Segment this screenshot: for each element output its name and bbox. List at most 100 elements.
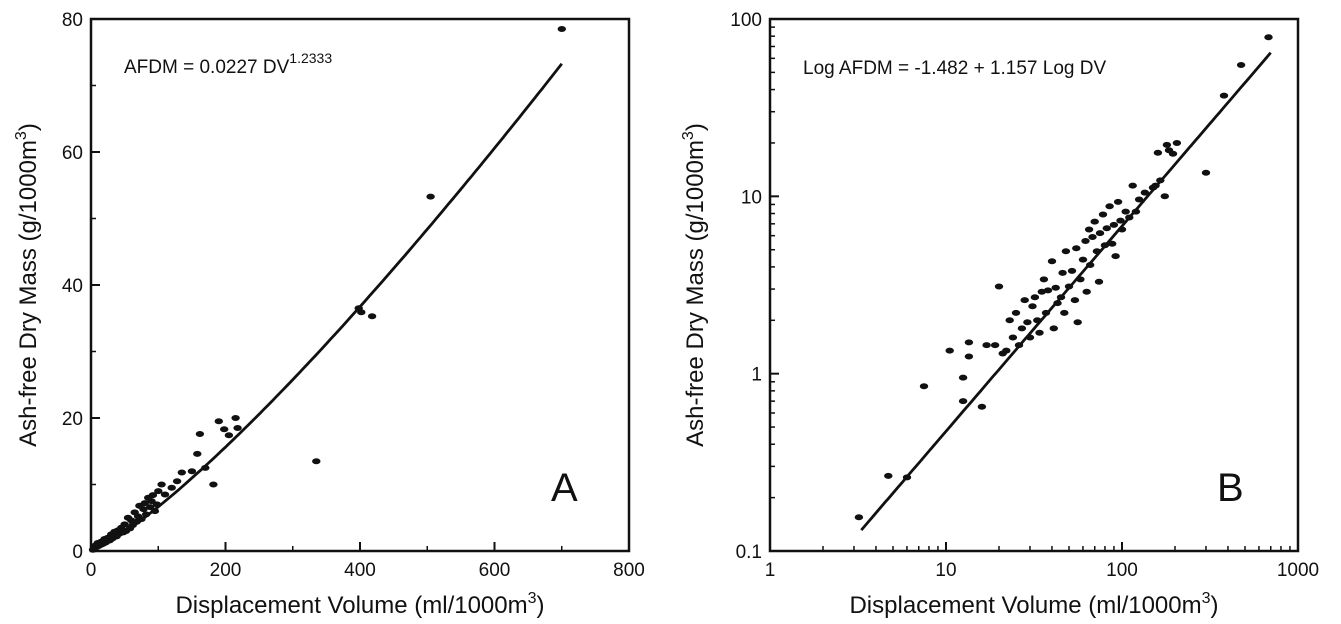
data-point bbox=[150, 508, 160, 515]
data-point bbox=[220, 426, 229, 433]
data-point bbox=[1073, 319, 1082, 326]
panel-a-equation-base: AFDM = 0.0227 DV bbox=[124, 57, 290, 78]
data-point bbox=[884, 472, 893, 479]
data-point bbox=[557, 26, 566, 32]
data-point bbox=[1109, 221, 1119, 228]
data-point bbox=[1140, 189, 1150, 196]
data-point bbox=[1072, 245, 1081, 252]
data-point bbox=[1002, 347, 1011, 354]
data-point bbox=[1172, 140, 1182, 146]
data-point bbox=[1017, 325, 1027, 332]
data-point bbox=[1094, 278, 1104, 285]
y-tick-label: 10 bbox=[741, 187, 762, 208]
data-point bbox=[1005, 317, 1014, 324]
data-point bbox=[1078, 256, 1088, 263]
x-tick-label: 200 bbox=[210, 560, 242, 581]
y-tick-label: 40 bbox=[62, 276, 83, 297]
data-point bbox=[1035, 329, 1044, 336]
x-tick-label: 0 bbox=[86, 560, 97, 581]
data-point bbox=[157, 481, 166, 488]
x-tick-label: 100 bbox=[1106, 560, 1138, 581]
data-point bbox=[1008, 334, 1018, 341]
panel-b-ticks bbox=[769, 18, 1299, 552]
data-point bbox=[1090, 218, 1099, 225]
data-point bbox=[135, 502, 144, 509]
data-point bbox=[1168, 150, 1178, 157]
data-point bbox=[187, 468, 197, 475]
data-point bbox=[1113, 198, 1123, 205]
data-point bbox=[1043, 287, 1053, 294]
panel-b-y-axis-title: Ash-free Dry Mass (g/1000m3) bbox=[680, 123, 709, 447]
data-point bbox=[1128, 182, 1137, 189]
y-tick-label: 0.1 bbox=[736, 542, 762, 563]
data-point bbox=[1014, 342, 1024, 349]
data-point bbox=[209, 481, 218, 488]
data-point bbox=[167, 484, 176, 491]
data-point bbox=[367, 313, 377, 320]
data-point bbox=[1058, 269, 1067, 276]
data-point bbox=[1047, 258, 1057, 265]
data-point bbox=[214, 418, 223, 425]
x-tick-label: 1000 bbox=[1277, 560, 1319, 581]
data-point bbox=[1153, 149, 1163, 156]
y-tick-label: 60 bbox=[62, 143, 83, 164]
panel-a-equation: AFDM = 0.0227 DV1.2333 bbox=[124, 50, 332, 78]
data-point bbox=[1053, 300, 1062, 307]
x-tick-label: 400 bbox=[344, 560, 376, 581]
y-tick-label: 80 bbox=[62, 10, 83, 31]
data-point bbox=[1125, 214, 1134, 221]
y-tick-label: 0 bbox=[72, 542, 83, 563]
panel-a-ticks bbox=[90, 18, 630, 552]
panel-b-x-axis-title-text: Displacement Volume (ml/1000m bbox=[849, 592, 1201, 619]
data-point bbox=[977, 403, 987, 410]
data-point bbox=[1023, 319, 1032, 326]
panel-a-x-axis-title-end: ) bbox=[537, 592, 545, 619]
data-point bbox=[1219, 92, 1229, 99]
data-point bbox=[1067, 267, 1077, 274]
data-point bbox=[195, 431, 205, 437]
data-point bbox=[1100, 242, 1110, 249]
data-point bbox=[357, 309, 366, 316]
data-point bbox=[144, 494, 153, 501]
panel-a-x-axis-title-text: Displacement Volume (ml/1000m bbox=[175, 592, 527, 619]
panel-b-y-axis-title-end: ) bbox=[682, 123, 709, 131]
data-point bbox=[177, 469, 186, 476]
data-point bbox=[1039, 276, 1049, 283]
data-point bbox=[964, 353, 974, 360]
data-point bbox=[1160, 193, 1170, 200]
data-point bbox=[1041, 309, 1051, 316]
data-point bbox=[1162, 141, 1172, 148]
data-point bbox=[1102, 225, 1112, 232]
data-point bbox=[1264, 34, 1273, 41]
data-point bbox=[990, 342, 1000, 349]
data-point bbox=[1092, 248, 1102, 255]
data-point bbox=[1049, 325, 1059, 332]
data-point bbox=[919, 383, 929, 390]
data-point bbox=[1056, 294, 1066, 301]
data-point bbox=[1030, 294, 1040, 301]
data-point bbox=[426, 193, 435, 200]
data-point bbox=[1105, 203, 1114, 210]
data-point bbox=[154, 488, 163, 495]
panel-a-plot-frame bbox=[89, 17, 631, 553]
data-point bbox=[233, 425, 242, 431]
panel-b-letter: B bbox=[1217, 466, 1244, 510]
data-point bbox=[1095, 230, 1105, 237]
data-point bbox=[945, 347, 954, 354]
data-point bbox=[1051, 284, 1060, 291]
data-point bbox=[160, 491, 170, 498]
panel-b-equation: Log AFDM = -1.482 + 1.157 Log DV bbox=[803, 58, 1106, 79]
data-point bbox=[1236, 62, 1246, 68]
data-point bbox=[1060, 309, 1069, 316]
y-tick-label: 1 bbox=[751, 365, 762, 386]
data-point bbox=[1082, 288, 1091, 295]
data-point bbox=[958, 374, 968, 381]
data-point bbox=[1084, 226, 1094, 233]
panel-a-y-axis-title-text: Ash-free Dry Mass (g/1000m bbox=[15, 140, 42, 447]
panel-b-x-axis-title-end: ) bbox=[1211, 592, 1219, 619]
data-point bbox=[994, 283, 1004, 290]
panel-a-letter: A bbox=[551, 466, 578, 510]
data-point bbox=[1061, 248, 1071, 255]
data-point bbox=[1111, 253, 1120, 260]
y-tick-label: 100 bbox=[730, 10, 762, 31]
